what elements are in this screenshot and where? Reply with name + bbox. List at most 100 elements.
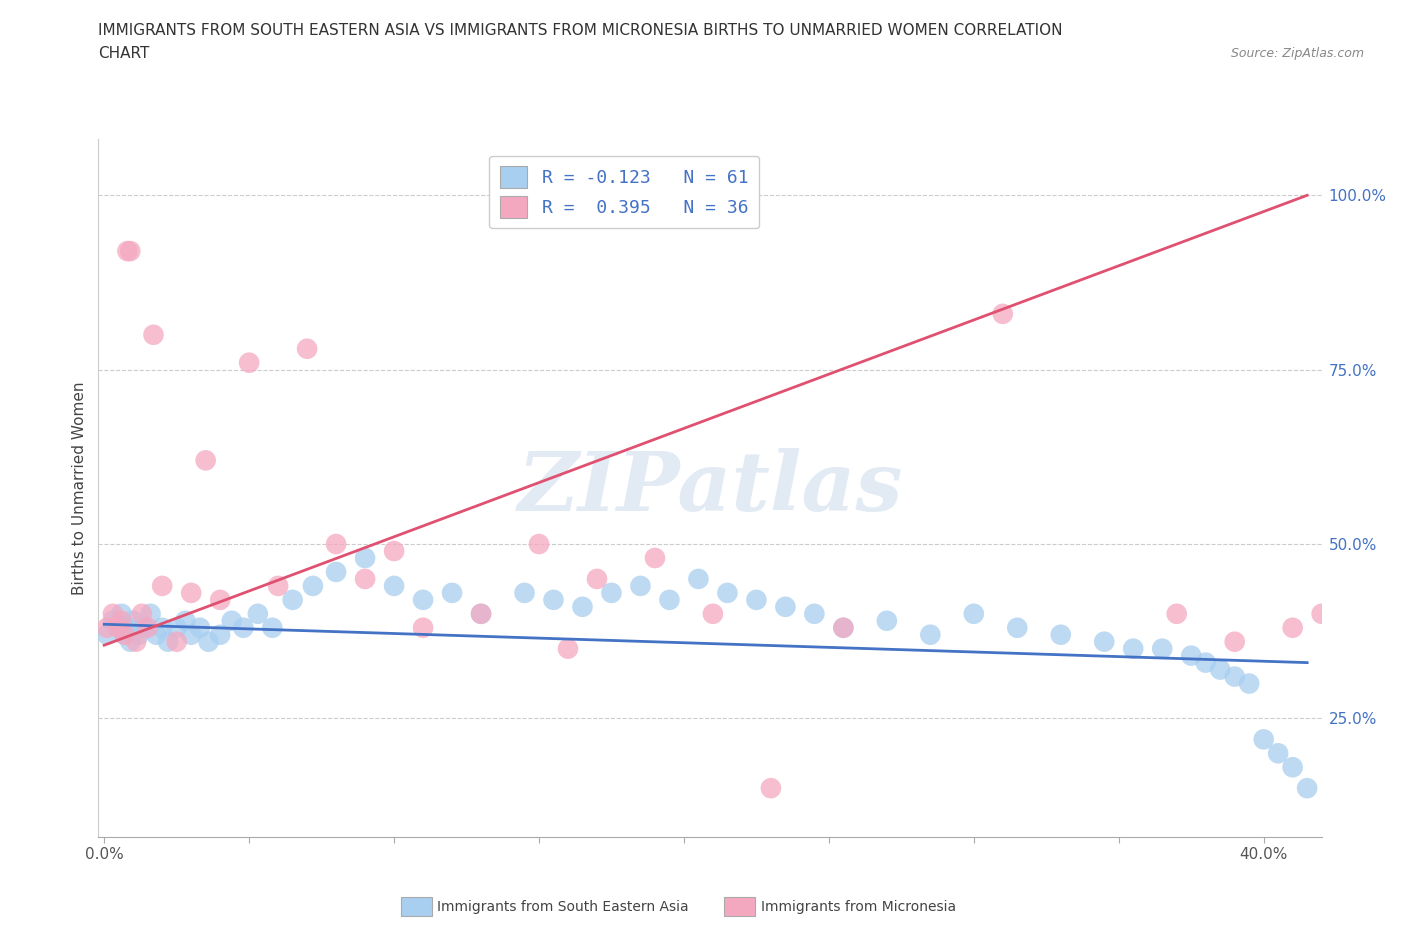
Point bbox=[470, 606, 492, 621]
Y-axis label: Births to Unmarried Women: Births to Unmarried Women bbox=[72, 381, 87, 595]
Point bbox=[150, 578, 173, 593]
Point bbox=[1267, 746, 1289, 761]
Point bbox=[716, 586, 738, 601]
Point bbox=[134, 620, 156, 635]
Point bbox=[527, 537, 550, 551]
Point bbox=[166, 634, 188, 649]
Point bbox=[131, 606, 153, 621]
Point bbox=[114, 628, 136, 643]
Point bbox=[600, 586, 623, 601]
Point bbox=[1223, 634, 1246, 649]
Point bbox=[412, 592, 434, 607]
Point bbox=[745, 592, 768, 607]
Point bbox=[513, 586, 536, 601]
Point bbox=[180, 586, 202, 601]
Point bbox=[262, 620, 284, 635]
Point bbox=[1209, 662, 1232, 677]
Point bbox=[1296, 781, 1319, 796]
Point bbox=[571, 600, 593, 615]
Point bbox=[1195, 656, 1218, 671]
Point bbox=[1310, 606, 1333, 621]
Point bbox=[382, 543, 405, 558]
Point bbox=[209, 592, 232, 607]
Point bbox=[876, 614, 898, 629]
Point bbox=[470, 606, 492, 621]
Point bbox=[644, 551, 666, 565]
Text: Source: ZipAtlas.com: Source: ZipAtlas.com bbox=[1230, 46, 1364, 60]
Point bbox=[658, 592, 681, 607]
Point bbox=[188, 620, 211, 635]
Point bbox=[1253, 732, 1275, 747]
Point bbox=[295, 341, 318, 356]
Point bbox=[96, 620, 118, 635]
Point bbox=[101, 614, 124, 629]
Point bbox=[209, 628, 232, 643]
Point bbox=[238, 355, 260, 370]
Point bbox=[166, 620, 188, 635]
Point bbox=[543, 592, 565, 607]
Point bbox=[125, 634, 148, 649]
Point bbox=[180, 628, 202, 643]
Point bbox=[1049, 628, 1071, 643]
Point bbox=[963, 606, 986, 621]
Point bbox=[197, 634, 219, 649]
Text: Immigrants from South Eastern Asia: Immigrants from South Eastern Asia bbox=[437, 899, 689, 914]
Point bbox=[232, 620, 254, 635]
Point bbox=[1281, 620, 1303, 635]
Point bbox=[174, 614, 197, 629]
Point bbox=[1237, 676, 1260, 691]
Point bbox=[281, 592, 304, 607]
Point bbox=[920, 628, 942, 643]
Point bbox=[759, 781, 782, 796]
Point bbox=[145, 628, 167, 643]
Point bbox=[101, 606, 124, 621]
Point bbox=[354, 551, 377, 565]
Point bbox=[194, 453, 217, 468]
Point bbox=[1092, 634, 1115, 649]
Point bbox=[267, 578, 290, 593]
Point bbox=[142, 327, 165, 342]
Point bbox=[832, 620, 855, 635]
Point bbox=[1007, 620, 1029, 635]
Point bbox=[557, 642, 579, 657]
Point bbox=[122, 614, 145, 629]
Point bbox=[110, 606, 132, 621]
Point bbox=[1152, 642, 1174, 657]
Point bbox=[107, 620, 129, 635]
Point bbox=[114, 628, 136, 643]
Point bbox=[1166, 606, 1188, 621]
Point bbox=[702, 606, 724, 621]
Point bbox=[991, 307, 1014, 322]
Point bbox=[150, 620, 173, 635]
Point bbox=[120, 244, 142, 259]
Point bbox=[120, 634, 142, 649]
Point bbox=[775, 600, 797, 615]
Point bbox=[412, 620, 434, 635]
Point bbox=[586, 571, 609, 587]
Point bbox=[156, 634, 179, 649]
Point bbox=[221, 614, 243, 629]
Point bbox=[354, 571, 377, 587]
Point bbox=[139, 606, 162, 621]
Point bbox=[117, 244, 139, 259]
Point bbox=[832, 620, 855, 635]
Text: CHART: CHART bbox=[98, 46, 150, 61]
Point bbox=[1281, 760, 1303, 775]
Point bbox=[110, 614, 132, 629]
Point bbox=[441, 586, 464, 601]
Text: IMMIGRANTS FROM SOUTH EASTERN ASIA VS IMMIGRANTS FROM MICRONESIA BIRTHS TO UNMAR: IMMIGRANTS FROM SOUTH EASTERN ASIA VS IM… bbox=[98, 23, 1063, 38]
Text: ZIPatlas: ZIPatlas bbox=[517, 448, 903, 528]
Point bbox=[136, 620, 159, 635]
Point bbox=[630, 578, 652, 593]
Point bbox=[117, 620, 139, 635]
Point bbox=[325, 537, 347, 551]
Point bbox=[96, 628, 118, 643]
Point bbox=[688, 571, 710, 587]
Point bbox=[107, 620, 129, 635]
Point bbox=[302, 578, 325, 593]
Point bbox=[1122, 642, 1144, 657]
Point bbox=[803, 606, 825, 621]
Point bbox=[246, 606, 269, 621]
Point bbox=[128, 628, 150, 643]
Legend: R = -0.123   N = 61, R =  0.395   N = 36: R = -0.123 N = 61, R = 0.395 N = 36 bbox=[489, 155, 759, 229]
